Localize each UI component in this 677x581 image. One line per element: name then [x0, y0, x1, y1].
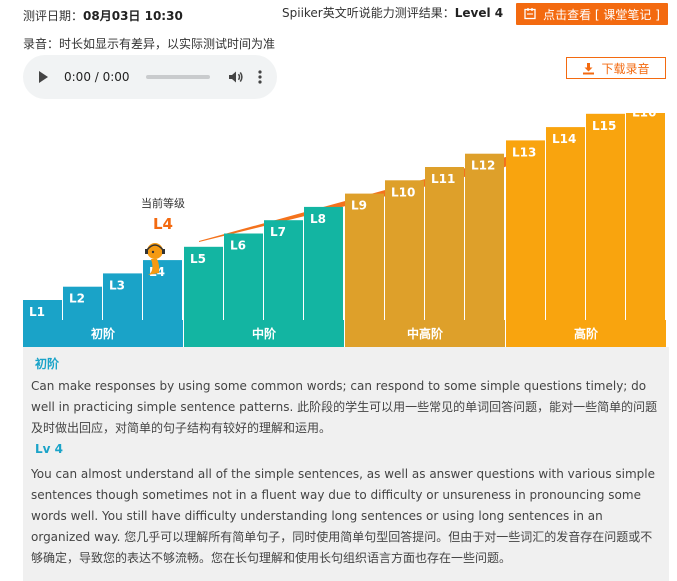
stage-band-2 — [184, 320, 344, 347]
stage-band-1 — [23, 320, 183, 347]
audio-player: 0:00 / 0:00 — [23, 55, 277, 99]
level-bar-label-L7: L7 — [270, 225, 286, 239]
level-bar-L2 — [63, 286, 102, 320]
level-bar-L15 — [586, 113, 625, 320]
test-date-value: 08月03日 10:30 — [83, 9, 183, 23]
stage-title: 初阶 — [35, 357, 60, 371]
test-date-label: 测评日期： — [23, 9, 84, 23]
level-bar-label-L8: L8 — [310, 212, 326, 226]
stage-band-3 — [345, 320, 505, 347]
test-result: Spiiker英文听说能力测评结果：Level 4 — [282, 4, 503, 21]
level-bar-L11 — [425, 167, 464, 320]
level-bar-label-L16: L16 — [632, 113, 656, 120]
progress-arrow — [199, 146, 541, 242]
level-bar-L8 — [304, 206, 343, 320]
level-bar-L3 — [103, 273, 142, 320]
level-bar-L1 — [23, 300, 62, 320]
volume-icon[interactable] — [228, 70, 244, 84]
level-bar-label-L11: L11 — [431, 172, 455, 186]
more-options-icon[interactable] — [257, 70, 262, 84]
level-chart: L1L2L3L4L5L6L7L8L9L10L11L12L13L14L15L16 … — [23, 113, 669, 347]
stage-label-1: 初阶 — [91, 326, 116, 341]
level-bar-L14 — [546, 127, 585, 320]
play-icon[interactable] — [39, 71, 48, 83]
test-result-level: Level 4 — [454, 6, 504, 20]
audio-time: 0:00 / 0:00 — [64, 70, 130, 84]
notes-icon — [524, 8, 536, 20]
level-description: You can almost understand all of the sim… — [31, 467, 655, 565]
stage-label-2: 中阶 — [252, 326, 277, 341]
download-recording-label: 下载录音 — [601, 61, 650, 76]
level-bar-label-L2: L2 — [69, 292, 85, 306]
level-bar-L16 — [626, 113, 665, 320]
level-bar-label-L1: L1 — [29, 305, 45, 319]
stage-description: Can make responses by using some common … — [31, 379, 658, 435]
recording-note: 录音：时长如显示有差异，以实际测试时间为准 — [23, 37, 276, 51]
level-bar-L5 — [184, 246, 223, 320]
test-result-label: Spiiker英文听说能力测评结果： — [282, 6, 455, 20]
level-bar-label-L14: L14 — [552, 132, 576, 146]
stage-label-3: 中高阶 — [407, 326, 444, 341]
level-bar-L6 — [224, 233, 263, 320]
mascot-icon — [145, 243, 165, 275]
level-bar-label-L10: L10 — [391, 185, 415, 199]
level-bar-L4 — [143, 260, 182, 320]
download-recording-button[interactable]: 下载录音 — [566, 57, 666, 79]
stage-band-4 — [506, 320, 666, 347]
level-bar-label-L15: L15 — [592, 119, 616, 133]
level-bar-label-L5: L5 — [190, 252, 206, 266]
view-notes-label: 点击查看 [ 课堂笔记 ] — [543, 7, 660, 22]
level-title: Lv 4 — [35, 442, 63, 456]
current-level-caption: 当前等级 — [141, 196, 185, 210]
view-notes-button[interactable]: 点击查看 [ 课堂笔记 ] — [516, 3, 668, 25]
download-icon — [583, 62, 595, 74]
level-bar-label-L9: L9 — [351, 199, 367, 213]
level-bar-label-L13: L13 — [512, 145, 536, 159]
audio-progress-track[interactable] — [145, 75, 210, 79]
stage-label-4: 高阶 — [574, 326, 599, 341]
level-bar-L13 — [506, 140, 545, 320]
level-bar-label-L3: L3 — [109, 278, 125, 292]
current-level-value: L4 — [153, 215, 173, 233]
level-bar-L7 — [264, 220, 303, 320]
test-date: 测评日期：08月03日 10:30 — [23, 7, 183, 24]
level-bar-label-L12: L12 — [471, 159, 495, 173]
level-bar-L12 — [465, 153, 504, 320]
level-bar-L10 — [385, 180, 424, 320]
level-bar-L9 — [345, 193, 384, 320]
level-bar-label-L6: L6 — [230, 239, 246, 253]
